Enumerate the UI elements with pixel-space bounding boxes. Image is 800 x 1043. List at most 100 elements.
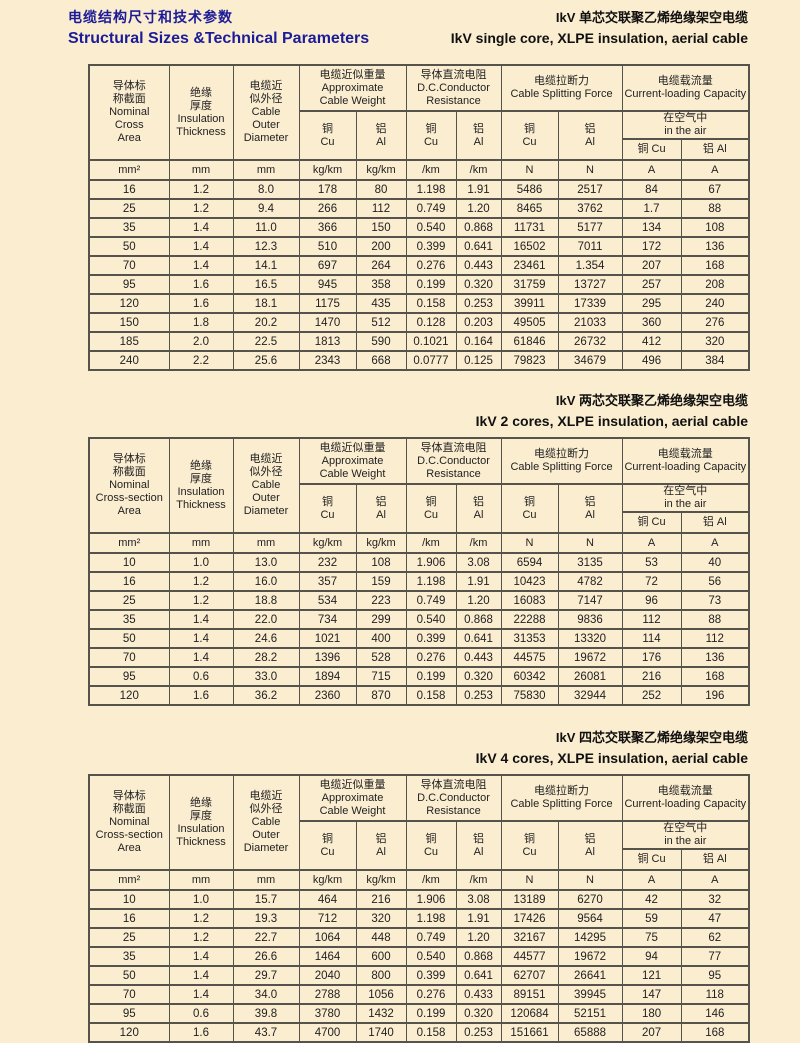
table-cell: 697 [298, 255, 357, 276]
subheader-weight-al: 铝 Al [355, 110, 407, 161]
table-cell: 0.399 [405, 628, 457, 649]
unit-cell: mm² [88, 532, 170, 554]
table-cell: 0.253 [455, 1022, 502, 1043]
subheader-capacity-al: 铝 Al [680, 511, 750, 534]
table-cell: 89151 [500, 984, 559, 1005]
table-row: 10 1.0 13.0 232 108 1.906 3.08 6594 3135 53 40 [88, 552, 750, 573]
unit-cell: /km [455, 869, 502, 891]
table-cell: 384 [680, 350, 750, 371]
table-cell: 9.4 [232, 198, 300, 219]
table-cell: 5486 [500, 179, 559, 200]
table-row: 120 1.6 18.1 1175 435 0.158 0.253 39911 17339 295… [88, 293, 750, 314]
subheader-in-air: 在空气中 in the air [621, 483, 750, 513]
table-cell: 668 [355, 350, 407, 371]
table-cell: 2517 [557, 179, 623, 200]
unit-cell: A [680, 159, 750, 181]
table-cell: 0.253 [455, 293, 502, 314]
table-cell: 7011 [557, 236, 623, 257]
subheader-resistance-al: 铝 Al [455, 820, 502, 871]
table-cell: 185 [88, 331, 170, 352]
table-row: 25 1.2 18.8 534 223 0.749 1.20 16083 7147 96 73 [88, 590, 750, 611]
table-cell: 95 [88, 274, 170, 295]
table-cell: 1.2 [168, 908, 234, 929]
table-cell: 17426 [500, 908, 559, 929]
table-cell: 0.641 [455, 628, 502, 649]
table-cell: 1.198 [405, 571, 457, 592]
table-cell: 0.443 [455, 647, 502, 668]
table-cell: 120684 [500, 1003, 559, 1024]
table3-title-zh: IkV 四芯交联聚乙烯绝缘架空电缆 [555, 730, 748, 745]
table-cell: 366 [298, 217, 357, 238]
table-cell: 22.5 [232, 331, 300, 352]
table-cell: 14.1 [232, 255, 300, 276]
table-cell: 22.0 [232, 609, 300, 630]
table2-title-zh: IkV 两芯交联聚乙烯绝缘架空电缆 [555, 393, 748, 408]
table-cell: 56 [680, 571, 750, 592]
table-cell: 0.443 [455, 255, 502, 276]
table-cell: 0.320 [455, 1003, 502, 1024]
table-cell: 35 [88, 609, 170, 630]
table-cell: 2.2 [168, 350, 234, 371]
table-cell: 1740 [355, 1022, 407, 1043]
table-cell: 1.2 [168, 927, 234, 948]
table-cell: 0.540 [405, 946, 457, 967]
table-cell: 0.199 [405, 666, 457, 687]
table-cell: 448 [355, 927, 407, 948]
table-cell: 39.8 [232, 1003, 300, 1024]
table-cell: 147 [621, 984, 682, 1005]
table-cell: 1.4 [168, 236, 234, 257]
table-cell: 95 [680, 965, 750, 986]
table-cell: 0.399 [405, 236, 457, 257]
table-row: 25 1.2 22.7 1064 448 0.749 1.20 32167 14295 75 62 [88, 927, 750, 948]
table-cell: 0.199 [405, 274, 457, 295]
col-header-splitting-force: 电缆拉断力 Cable Splitting Force [500, 774, 623, 822]
table-cell: 80 [355, 179, 407, 200]
unit-cell: N [557, 532, 623, 554]
table-cell: 11731 [500, 217, 559, 238]
subheader-weight-cu: 铜 Cu [298, 483, 357, 534]
subheader-capacity-cu: 铜 Cu [621, 138, 682, 161]
table-cell: 49505 [500, 312, 559, 333]
table-cell: 26732 [557, 331, 623, 352]
table-cell: 1.2 [168, 590, 234, 611]
subheader-splitting-cu: 铜 Cu [500, 110, 559, 161]
table-cell: 70 [88, 984, 170, 1005]
col-header-diameter: 电缆近 似外径 Cable Outer Diameter [232, 774, 300, 871]
table-cell: 0.641 [455, 965, 502, 986]
table-cell: 61846 [500, 331, 559, 352]
table1-title-zh: IkV 单芯交联聚乙烯绝缘架空电缆 [555, 10, 748, 25]
subheader-splitting-al: 铝 Al [557, 820, 623, 871]
subheader-resistance-cu: 铜 Cu [405, 820, 457, 871]
header-row-metal: 铜 Cu 铝 Al 铜 Cu 铝 Al 铜 Cu 铝 Al 在空气中 in th… [89, 110, 750, 161]
table-cell: 28.2 [232, 647, 300, 668]
table-cell: 945 [298, 274, 357, 295]
table-cell: 207 [621, 1022, 682, 1043]
table-cell: 180 [621, 1003, 682, 1024]
unit-cell: mm [168, 159, 234, 181]
table-cell: 1396 [298, 647, 357, 668]
table-cell: 43.7 [232, 1022, 300, 1043]
table-cell: 257 [621, 274, 682, 295]
table-cell: 23461 [500, 255, 559, 276]
header-row-capacity-metal: 铜 Cu 铝 Al [89, 848, 750, 871]
subheader-splitting-cu: 铜 Cu [500, 820, 559, 871]
table-cell: 168 [680, 666, 750, 687]
table-cell: 47 [680, 908, 750, 929]
table-cell: 13320 [557, 628, 623, 649]
subheader-weight-al: 铝 Al [355, 483, 407, 534]
table-cell: 412 [621, 331, 682, 352]
table-cell: 9564 [557, 908, 623, 929]
table-cell: 108 [680, 217, 750, 238]
table-cell: 1.4 [168, 647, 234, 668]
table1-title-en: IkV single core, XLPE insulation, aerial… [450, 30, 748, 46]
header-row-metal: 铜 Cu 铝 Al 铜 Cu 铝 Al 铜 Cu 铝 Al 在空气中 in th… [89, 483, 750, 534]
table-cell: 0.158 [405, 1022, 457, 1043]
table-cell: 2040 [298, 965, 357, 986]
table-cell: 435 [355, 293, 407, 314]
table-cell: 120 [88, 685, 170, 706]
table-cell: 0.203 [455, 312, 502, 333]
table-cell: 0.320 [455, 274, 502, 295]
table-cell: 0.320 [455, 666, 502, 687]
table-cell: 112 [621, 609, 682, 630]
table-cell: 50 [88, 236, 170, 257]
